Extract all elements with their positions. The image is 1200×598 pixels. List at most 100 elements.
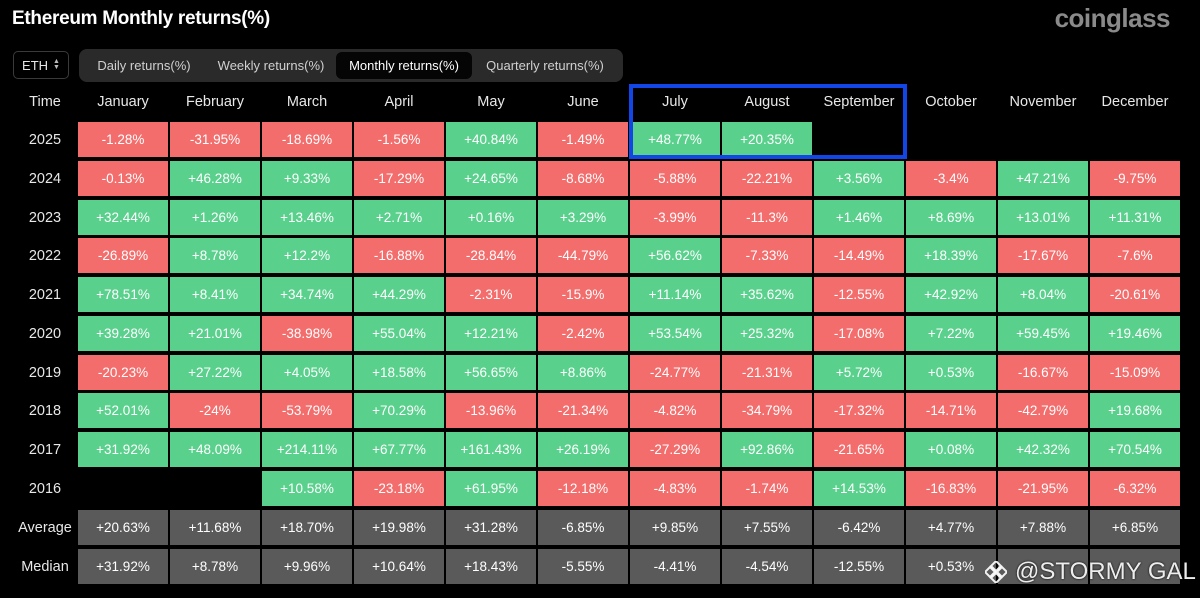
return-cell: +31.92% bbox=[78, 549, 168, 584]
return-cell: -27.29% bbox=[630, 432, 720, 467]
return-cell: +1.46% bbox=[814, 200, 904, 235]
tab-quarterly-returns[interactable]: Quarterly returns(%) bbox=[486, 58, 604, 73]
return-cell: +0.08% bbox=[906, 432, 996, 467]
return-cell bbox=[998, 122, 1088, 157]
return-cell: -16.83% bbox=[906, 471, 996, 506]
return-cell: +40.84% bbox=[446, 122, 536, 157]
return-cell: +11.14% bbox=[630, 277, 720, 312]
return-cell: -15.9% bbox=[538, 277, 628, 312]
return-cell: +13.01% bbox=[998, 200, 1088, 235]
year-label: 2020 bbox=[28, 325, 62, 342]
table-row: 2024 -0.13% +46.28% +9.33% -17.29% +24.65% -8.… bbox=[0, 161, 1184, 198]
return-cell: -6.32% bbox=[1090, 471, 1180, 506]
return-cell: +8.78% bbox=[170, 238, 260, 273]
return-cell: +27.22% bbox=[170, 355, 260, 390]
column-header-february: February bbox=[185, 94, 245, 110]
return-cell: -12.55% bbox=[814, 549, 904, 584]
return-cell: +4.05% bbox=[262, 355, 352, 390]
coin-select[interactable]: ETH ▲ ▼ bbox=[13, 51, 69, 79]
return-cell: -2.31% bbox=[446, 277, 536, 312]
year-label: 2018 bbox=[28, 402, 62, 419]
return-cell: +3.29% bbox=[538, 200, 628, 235]
return-cell: -12.18% bbox=[538, 471, 628, 506]
return-cell: -3.99% bbox=[630, 200, 720, 235]
return-cell: +14.53% bbox=[814, 471, 904, 506]
column-header-october: October bbox=[925, 94, 977, 110]
table-row: 2016 +10.58% -23.18% +61.95% -12.18% -4.83% -1… bbox=[0, 471, 1184, 508]
return-cell: -1.74% bbox=[722, 471, 812, 506]
table-row: 2021 +78.51% +8.41% +34.74% +44.29% -2.31% -15… bbox=[0, 277, 1184, 314]
return-cell: -1.28% bbox=[78, 122, 168, 157]
return-cell: +46.28% bbox=[170, 161, 260, 196]
column-header-january: January bbox=[97, 94, 149, 110]
return-cell: -44.79% bbox=[538, 238, 628, 273]
return-cell: +21.01% bbox=[170, 316, 260, 351]
year-label: 2019 bbox=[28, 364, 62, 381]
return-cell: -12.55% bbox=[814, 277, 904, 312]
return-cell: +12.21% bbox=[446, 316, 536, 351]
return-cell: -53.79% bbox=[262, 393, 352, 428]
column-header-may: May bbox=[477, 94, 505, 110]
return-cell: +11.31% bbox=[1090, 200, 1180, 235]
return-cell: +10.58% bbox=[262, 471, 352, 506]
highlight-box bbox=[629, 84, 907, 159]
return-cell: -24.77% bbox=[630, 355, 720, 390]
return-cell: +48.77% bbox=[630, 122, 720, 157]
return-cell: +31.28% bbox=[446, 510, 536, 545]
return-cell: -5.88% bbox=[630, 161, 720, 196]
column-header-july: July bbox=[662, 94, 688, 110]
table-row: 2018 +52.01% -24% -53.79% +70.29% -13.96% -21.… bbox=[0, 393, 1184, 430]
return-cell: +31.92% bbox=[78, 432, 168, 467]
tab-daily-returns[interactable]: Daily returns(%) bbox=[97, 58, 191, 73]
return-cell: +214.11% bbox=[262, 432, 352, 467]
return-cell: +11.68% bbox=[170, 510, 260, 545]
return-cell: +8.69% bbox=[906, 200, 996, 235]
return-cell: +12.2% bbox=[262, 238, 352, 273]
return-cell: -18.69% bbox=[262, 122, 352, 157]
return-cell: -7.33% bbox=[722, 238, 812, 273]
return-cell: +59.45% bbox=[998, 316, 1088, 351]
watermark-text: @STORMY GAL bbox=[1015, 558, 1196, 585]
return-cell: +18.70% bbox=[262, 510, 352, 545]
return-cell: +2.71% bbox=[354, 200, 444, 235]
return-cell: -11.3% bbox=[722, 200, 812, 235]
year-label: 2021 bbox=[28, 286, 62, 303]
return-cell: -42.79% bbox=[998, 393, 1088, 428]
table-row: 2022 -26.89% +8.78% +12.2% -16.88% -28.84% -44… bbox=[0, 238, 1184, 275]
column-header-august: August bbox=[744, 94, 790, 110]
return-cell: +3.56% bbox=[814, 161, 904, 196]
return-cell: -21.31% bbox=[722, 355, 812, 390]
return-cell: -15.09% bbox=[1090, 355, 1180, 390]
return-cell: -4.41% bbox=[630, 549, 720, 584]
column-header-november: November bbox=[1009, 94, 1077, 110]
return-cell: +19.46% bbox=[1090, 316, 1180, 351]
return-cell: -7.6% bbox=[1090, 238, 1180, 273]
return-cell: +4.77% bbox=[906, 510, 996, 545]
return-cell: -9.75% bbox=[1090, 161, 1180, 196]
return-cell: +13.46% bbox=[262, 200, 352, 235]
return-cell: +24.65% bbox=[446, 161, 536, 196]
return-cell: +53.54% bbox=[630, 316, 720, 351]
column-header-september: September bbox=[823, 94, 895, 110]
tab-weekly-returns[interactable]: Weekly returns(%) bbox=[217, 58, 325, 73]
return-cell: -17.32% bbox=[814, 393, 904, 428]
return-cell: +20.35% bbox=[722, 122, 812, 157]
return-cell: +61.95% bbox=[446, 471, 536, 506]
return-cell bbox=[1090, 122, 1180, 157]
summary-row-average: Average +20.63% +11.68% +18.70% +19.98% +31.2… bbox=[0, 510, 1184, 547]
return-cell bbox=[998, 549, 1088, 584]
return-cell: +78.51% bbox=[78, 277, 168, 312]
return-cell: +18.43% bbox=[446, 549, 536, 584]
return-cell: +47.21% bbox=[998, 161, 1088, 196]
return-cell bbox=[170, 471, 260, 506]
table-header-row: Time January February March April May June July… bbox=[0, 84, 1184, 121]
tab-monthly-returns[interactable]: Monthly returns(%) bbox=[336, 52, 472, 79]
return-cell: -17.29% bbox=[354, 161, 444, 196]
return-cell: -17.67% bbox=[998, 238, 1088, 273]
return-cell: -34.79% bbox=[722, 393, 812, 428]
return-cell: +34.74% bbox=[262, 277, 352, 312]
return-cell: -16.88% bbox=[354, 238, 444, 273]
return-cell: +19.68% bbox=[1090, 393, 1180, 428]
row-label: Median bbox=[21, 558, 69, 575]
year-label: 2017 bbox=[28, 441, 62, 458]
